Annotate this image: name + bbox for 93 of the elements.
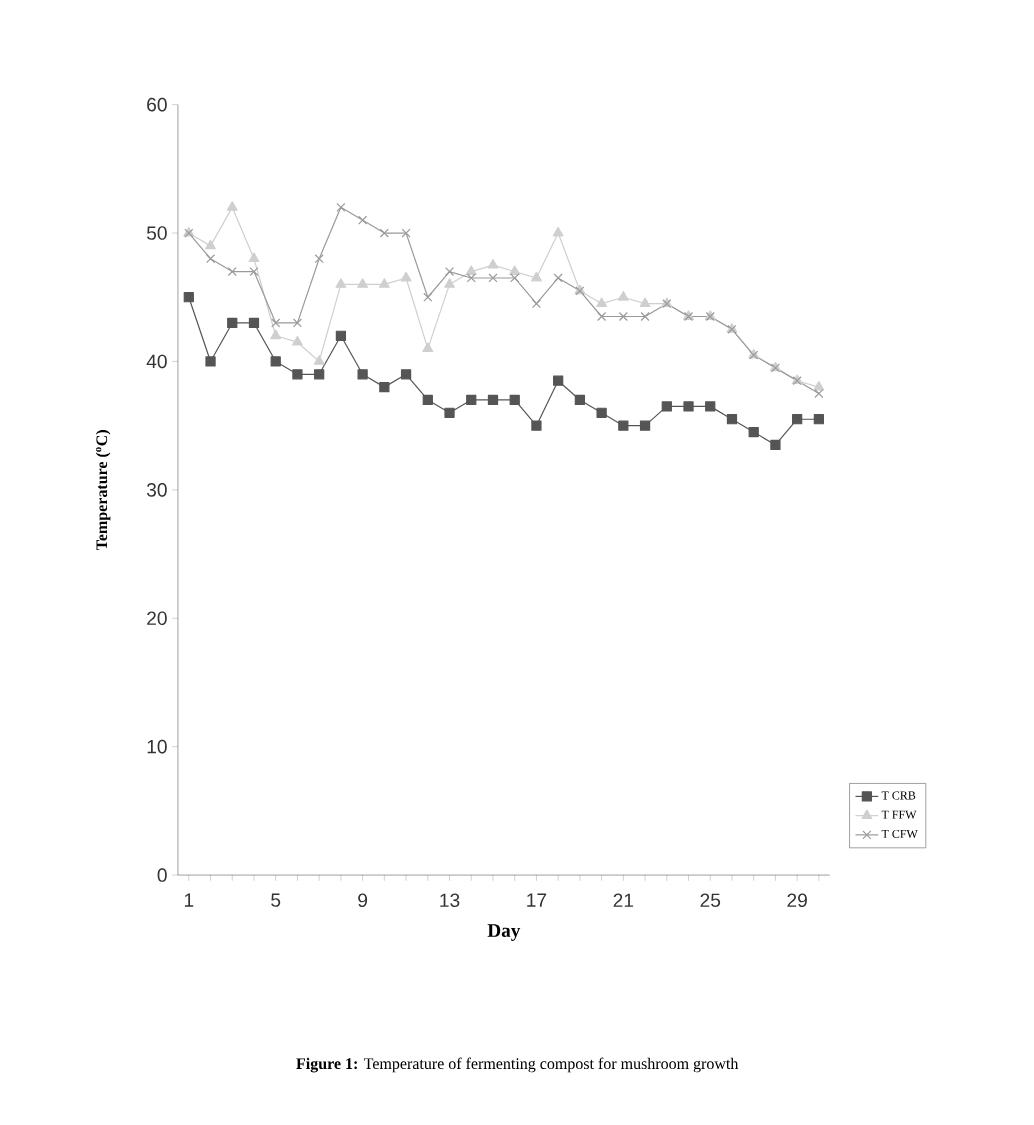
point — [401, 228, 411, 238]
y-tick-label: 40 — [146, 354, 167, 369]
point — [379, 228, 389, 238]
point — [444, 267, 454, 277]
point — [291, 335, 303, 346]
point — [335, 330, 346, 341]
x-tick-label: 5 — [270, 893, 281, 907]
point — [509, 394, 520, 406]
legend-label: T CFW — [881, 829, 918, 839]
point — [813, 414, 824, 425]
x-tick-label: 13 — [440, 893, 460, 908]
point — [726, 414, 737, 425]
point — [422, 394, 433, 406]
point — [704, 401, 716, 412]
point — [183, 292, 194, 303]
point — [422, 342, 434, 352]
point — [466, 273, 476, 283]
point — [379, 381, 390, 393]
point — [248, 317, 259, 329]
point — [617, 291, 629, 301]
y-tick-label: 10 — [147, 739, 167, 754]
point — [400, 369, 412, 380]
point — [313, 355, 325, 365]
text: Figure 1: Temperature of fermenting compost for mushroom growth — [296, 1057, 738, 1073]
point — [443, 278, 455, 288]
point — [552, 226, 564, 237]
point — [531, 420, 542, 431]
point — [596, 407, 607, 418]
point — [378, 278, 390, 288]
point — [465, 265, 477, 275]
point — [335, 278, 347, 288]
point — [249, 267, 259, 277]
point — [313, 369, 325, 380]
y-tick-label: 0 — [157, 868, 167, 882]
point — [248, 252, 260, 263]
point — [596, 311, 606, 322]
point — [618, 311, 628, 322]
point — [791, 414, 803, 425]
point — [813, 380, 825, 391]
point — [574, 394, 585, 406]
point — [661, 401, 672, 412]
point — [314, 254, 324, 264]
y-tick-label: 30 — [146, 483, 167, 497]
legend-label: T FFW — [881, 810, 917, 819]
point — [596, 297, 607, 308]
x-tick-label: 9 — [358, 893, 367, 908]
point — [270, 356, 281, 367]
point — [204, 239, 216, 250]
point — [509, 273, 520, 283]
x-tick-label: 29 — [787, 893, 807, 908]
point — [814, 388, 824, 399]
point — [683, 401, 694, 412]
point — [226, 317, 238, 329]
point — [618, 420, 629, 431]
point — [531, 299, 541, 309]
point — [748, 426, 759, 438]
point — [205, 254, 215, 264]
x-tick-label: 17 — [527, 893, 546, 907]
point — [639, 297, 651, 308]
y-axis-title: Temperature ($^{o}$C) — [95, 430, 111, 551]
point — [227, 267, 237, 277]
point — [487, 258, 499, 269]
point — [423, 292, 433, 302]
point — [292, 369, 303, 380]
point — [357, 369, 368, 380]
point — [400, 271, 412, 282]
point — [270, 329, 281, 340]
point — [270, 318, 281, 328]
point — [465, 394, 477, 406]
x-tick-label: 25 — [700, 893, 720, 908]
point — [336, 202, 346, 212]
legend-label: T CRB — [881, 791, 916, 800]
point — [509, 265, 520, 275]
y-tick-label: 50 — [146, 226, 167, 240]
x-tick-label: 21 — [613, 893, 633, 907]
point — [357, 215, 368, 225]
point — [770, 439, 781, 451]
x-axis-title: Day — [487, 924, 521, 941]
point — [640, 311, 650, 322]
point — [205, 356, 216, 367]
x-tick-label: 1 — [184, 893, 194, 907]
y-tick-label: 20 — [146, 611, 167, 626]
point — [292, 318, 302, 328]
point — [530, 271, 542, 282]
y-tick-label: 60 — [147, 97, 167, 112]
point — [488, 273, 498, 283]
point — [226, 201, 238, 211]
point — [553, 273, 563, 283]
point — [487, 394, 498, 406]
point — [357, 278, 368, 288]
point — [639, 420, 651, 431]
point — [444, 407, 455, 418]
point — [552, 375, 564, 386]
